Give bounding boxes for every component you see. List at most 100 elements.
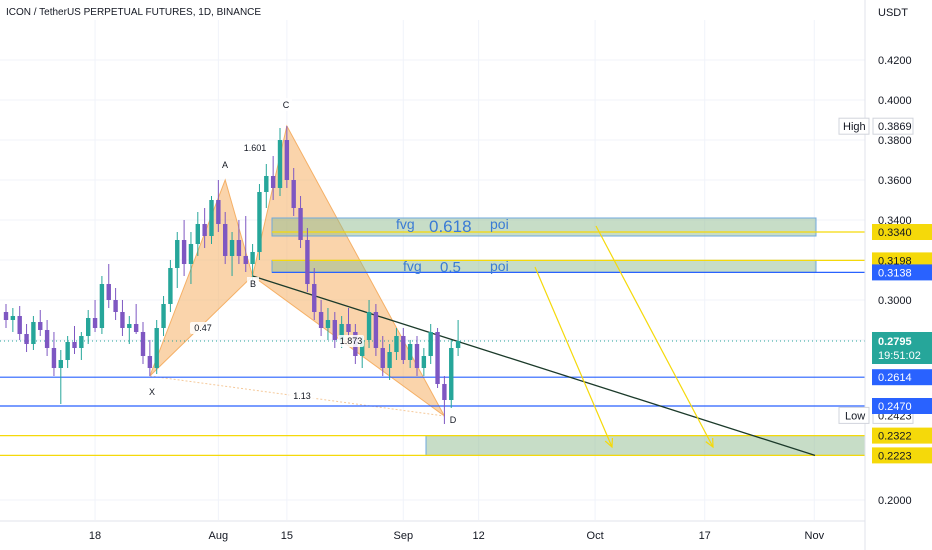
candle-body — [449, 348, 454, 400]
candle-body — [216, 200, 221, 224]
candle-body — [360, 340, 365, 356]
chart-title: ICON / TetherUS PERPETUAL FUTURES, 1D, B… — [6, 7, 261, 18]
ratio-label-bg — [242, 142, 268, 154]
candle-body — [366, 312, 372, 340]
harmonic-point-label: A — [222, 160, 228, 170]
candle-body — [442, 384, 447, 400]
candle-body — [92, 318, 98, 328]
candle-body — [264, 176, 269, 192]
candle-body — [51, 348, 57, 368]
fvg-0618-zone — [271, 217, 817, 237]
last-price-value: 0.2795 — [878, 336, 912, 348]
candle-body — [243, 256, 248, 264]
candle-body — [181, 240, 187, 264]
candle-body — [229, 240, 235, 256]
candle-body — [127, 324, 132, 328]
fvg-05-zone — [271, 259, 817, 273]
candle-body — [332, 320, 337, 340]
harmonic-point-label: C — [283, 100, 290, 110]
y-tick-label: 0.3600 — [878, 175, 912, 187]
candle-body — [435, 332, 440, 384]
candle-body — [168, 268, 173, 304]
candle-body — [44, 330, 50, 348]
x-tick-label: 15 — [281, 530, 293, 542]
candle-body — [298, 208, 303, 240]
price-badge-value: 0.2470 — [878, 401, 912, 413]
price-badge-value: 0.3340 — [878, 227, 912, 239]
price-badge — [872, 398, 932, 414]
projection-arrow — [595, 225, 714, 448]
price-badge — [872, 427, 932, 444]
candle-body — [99, 284, 105, 328]
high-tag-bg — [838, 117, 870, 135]
point-label-bg — [447, 413, 459, 426]
trend-line — [252, 275, 816, 457]
zone-poi-label: poi — [490, 258, 509, 274]
candle-body — [394, 336, 399, 352]
candle-body — [195, 224, 200, 244]
candle-body — [3, 312, 9, 320]
y-tick-label: 0.3000 — [878, 295, 912, 307]
candle-body — [188, 244, 194, 264]
candle-body — [154, 328, 159, 368]
countdown-timer: 19:51:02 — [878, 350, 921, 362]
ratio-label-bg — [289, 390, 315, 402]
harmonic-point-label: X — [149, 387, 155, 397]
x-tick-label: Oct — [587, 530, 604, 542]
candle-body — [270, 176, 276, 188]
price-badge-value: 0.2614 — [878, 372, 912, 384]
candle-body — [250, 252, 255, 264]
x-tick-label: Nov — [805, 530, 825, 542]
candle-body — [175, 240, 180, 268]
candle-body — [31, 322, 36, 344]
harmonic-point-label: D — [450, 415, 457, 425]
ratio-label: 1.13 — [293, 391, 311, 401]
point-label-bg — [247, 277, 259, 290]
candle-body — [38, 322, 43, 330]
candle-body — [277, 140, 283, 188]
candle-body — [284, 140, 290, 180]
zone-ratio-label: 0.5 — [440, 259, 461, 276]
candle-body — [24, 334, 29, 344]
candle-body — [65, 342, 70, 360]
zone-poi-label: poi — [490, 216, 509, 232]
x-tick-label: Sep — [394, 530, 414, 542]
target-zone — [425, 435, 866, 456]
candle-body — [387, 352, 392, 368]
candle-body — [140, 332, 146, 356]
high-value-bg — [872, 117, 914, 135]
candle-body — [373, 312, 379, 348]
price-badge — [872, 264, 932, 281]
candle-body — [106, 284, 111, 300]
candle-body — [133, 324, 139, 332]
ratio-label: 0.47 — [194, 323, 212, 333]
candle-body — [161, 304, 166, 328]
candle-body — [414, 344, 420, 368]
zone-fvg-label: fvg — [403, 258, 422, 274]
candle-body — [380, 348, 385, 368]
candle-body — [209, 200, 214, 236]
low-label: Low — [845, 410, 865, 422]
x-tick-label: 18 — [89, 530, 101, 542]
price-badge-value: 0.3138 — [878, 267, 912, 279]
ratio-label-bg — [190, 322, 216, 334]
zone-fvg-label: fvg — [396, 216, 415, 232]
price-badge — [872, 369, 932, 386]
price-badge-value: 0.2322 — [878, 431, 912, 443]
candle-body — [10, 316, 16, 320]
candle-body — [86, 318, 91, 336]
candle-body — [339, 324, 344, 340]
candle-body — [236, 240, 242, 256]
candle-body — [455, 341, 461, 348]
candle-body — [58, 360, 63, 368]
harmonic-point-label: B — [250, 279, 256, 289]
candle-body — [147, 356, 153, 368]
candle-body — [428, 332, 433, 356]
price-badge — [872, 224, 932, 240]
candle-body — [17, 316, 22, 334]
candle-body — [421, 356, 427, 368]
point-label-bg — [280, 98, 292, 111]
candle-body — [120, 312, 125, 328]
